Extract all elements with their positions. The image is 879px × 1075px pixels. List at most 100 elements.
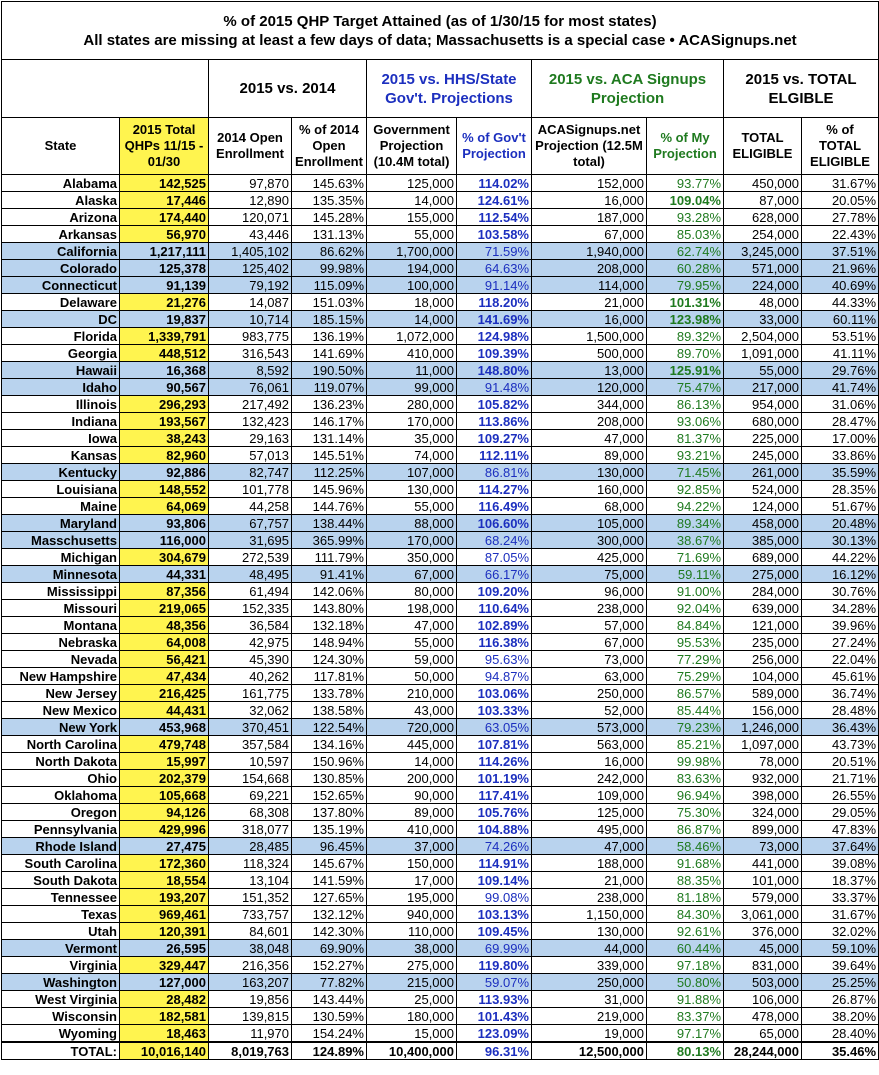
cell: 250,000: [531, 973, 647, 991]
cell: 91.41%: [291, 565, 367, 583]
cell: 139,815: [208, 1007, 292, 1025]
cell: 43,000: [366, 701, 457, 719]
cell: 57,013: [208, 446, 292, 464]
cell: 3,245,000: [723, 242, 802, 260]
cell: 219,065: [119, 599, 209, 617]
state-name: North Dakota: [1, 752, 120, 770]
cell: 39.64%: [800, 956, 879, 974]
cell: 25,000: [366, 990, 457, 1008]
cell: 14,000: [366, 310, 457, 328]
cell: 31.06%: [800, 395, 879, 413]
table-row: Tennessee 193,207 151,352 127.65% 195,000 99.…: [1, 888, 879, 906]
table-row: Mississippi 87,356 61,494 142.06% 80,000 109.…: [1, 582, 879, 600]
cell: 254,000: [723, 225, 802, 243]
cell: 138.58%: [291, 701, 367, 719]
cell: 48,000: [723, 293, 802, 311]
state-name: Tennessee: [1, 888, 120, 906]
cell: 59.07%: [456, 973, 532, 991]
cell: 75,000: [531, 565, 647, 583]
state-name: New Hampshire: [1, 667, 120, 685]
cell: 170,000: [366, 412, 457, 430]
cell: 109.14%: [456, 871, 532, 889]
cell: 11,970: [208, 1024, 292, 1043]
column-header: % of My Projection: [646, 117, 724, 175]
cell: 61,494: [208, 582, 292, 600]
cell: 148,552: [119, 480, 209, 498]
table-row: North Dakota 15,997 10,597 150.96% 14,000 114…: [1, 752, 879, 770]
cell: 28,485: [208, 837, 292, 855]
cell: 48,495: [208, 565, 292, 583]
cell: 357,584: [208, 735, 292, 753]
cell: 242,000: [531, 769, 647, 787]
cell: 100,000: [366, 276, 457, 294]
cell: 96.45%: [291, 837, 367, 855]
cell: 82,960: [119, 446, 209, 464]
cell: 96,000: [531, 582, 647, 600]
cell: 40,262: [208, 667, 292, 685]
cell: 43.73%: [800, 735, 879, 753]
cell: 109,000: [531, 786, 647, 804]
cell: 12,890: [208, 191, 292, 209]
cell: 145.63%: [291, 174, 367, 192]
cell: 103.33%: [456, 701, 532, 719]
table-row: California 1,217,111 1,405,102 86.62% 1,700,…: [1, 242, 879, 260]
cell: 99,000: [366, 378, 457, 396]
cell: 238,000: [531, 888, 647, 906]
cell: 193,207: [119, 888, 209, 906]
cell: 52,000: [531, 701, 647, 719]
cell: 119.80%: [456, 956, 532, 974]
cell: 47,434: [119, 667, 209, 685]
cell: 161,775: [208, 684, 292, 702]
cell: 14,087: [208, 293, 292, 311]
table-row: Nebraska 64,008 42,975 148.94% 55,000 116.38%…: [1, 633, 879, 651]
cell: 48,356: [119, 616, 209, 634]
cell: 60.44%: [646, 939, 724, 957]
cell: 163,207: [208, 973, 292, 991]
cell: 155,000: [366, 208, 457, 226]
cell: 56,970: [119, 225, 209, 243]
state-name: Utah: [1, 922, 120, 940]
cell: 174,440: [119, 208, 209, 226]
table-row: Arizona 174,440 120,071 145.28% 155,000 112.5…: [1, 208, 879, 226]
state-name: Maine: [1, 497, 120, 515]
cell: 120,071: [208, 208, 292, 226]
state-name: Minnesota: [1, 565, 120, 583]
table-row: Pennsylvania 429,996 318,077 135.19% 410,000…: [1, 820, 879, 838]
table-row: Montana 48,356 36,584 132.18% 47,000 102.89% 5…: [1, 616, 879, 634]
cell: 79.95%: [646, 276, 724, 294]
total-label: TOTAL:: [1, 1041, 120, 1060]
state-name: Nevada: [1, 650, 120, 668]
cell: 84.84%: [646, 616, 724, 634]
cell: 235,000: [723, 633, 802, 651]
state-name: Colorado: [1, 259, 120, 277]
title-line: % of 2015 QHP Target Attained (as of 1/3…: [223, 12, 657, 30]
cell: 30.13%: [800, 531, 879, 549]
cell: 680,000: [723, 412, 802, 430]
cell: 2,504,000: [723, 327, 802, 345]
cell: 116.38%: [456, 633, 532, 651]
cell: 104.88%: [456, 820, 532, 838]
cell: 109.04%: [646, 191, 724, 209]
cell: 87.05%: [456, 548, 532, 566]
cell: 130.59%: [291, 1007, 367, 1025]
title-line: All states are missing at least a few da…: [83, 31, 797, 49]
cell: 101.19%: [456, 769, 532, 787]
cell: 1,405,102: [208, 242, 292, 260]
cell: 193,567: [119, 412, 209, 430]
cell: 10,714: [208, 310, 292, 328]
cell: 101,778: [208, 480, 292, 498]
cell: 275,000: [723, 565, 802, 583]
cell: 62.74%: [646, 242, 724, 260]
cell: 109.20%: [456, 582, 532, 600]
cell: 20.05%: [800, 191, 879, 209]
cell: 34.28%: [800, 599, 879, 617]
total-cell: 10,400,000: [366, 1041, 457, 1060]
cell: 1,150,000: [531, 905, 647, 923]
cell: 1,097,000: [723, 735, 802, 753]
cell: 44,331: [119, 565, 209, 583]
cell: 217,000: [723, 378, 802, 396]
cell: 92.85%: [646, 480, 724, 498]
total-cell: 124.89%: [291, 1041, 367, 1060]
cell: 84,601: [208, 922, 292, 940]
cell: 28.48%: [800, 701, 879, 719]
